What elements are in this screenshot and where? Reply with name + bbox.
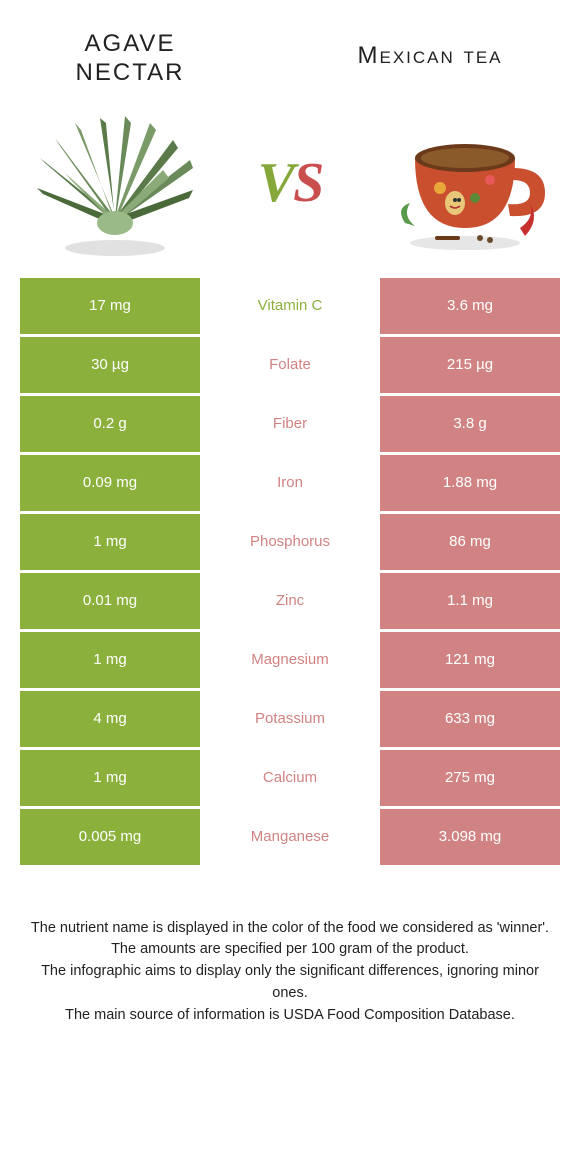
footer-notes: The nutrient name is displayed in the co… — [0, 868, 580, 1047]
left-food-title: Agave nectar — [40, 30, 220, 88]
table-row: 1 mgPhosphorus86 mg — [20, 514, 560, 570]
left-value: 1 mg — [20, 750, 200, 806]
footer-line3: The infographic aims to display only the… — [30, 961, 550, 1005]
table-row: 0.2 gFiber3.8 g — [20, 396, 560, 452]
footer-line1: The nutrient name is displayed in the co… — [30, 918, 550, 940]
right-value: 3.6 mg — [380, 278, 560, 334]
table-row: 0.01 mgZinc1.1 mg — [20, 573, 560, 629]
nutrient-label: Phosphorus — [200, 514, 380, 570]
table-row: 4 mgPotassium633 mg — [20, 691, 560, 747]
left-value: 0.01 mg — [20, 573, 200, 629]
agave-image — [30, 108, 200, 258]
vs-label: VS — [258, 151, 323, 215]
footer-line4: The main source of information is USDA F… — [30, 1005, 550, 1027]
right-value: 275 mg — [380, 750, 560, 806]
header: Agave nectar Mexican tea — [0, 0, 580, 98]
left-title-line2: nectar — [40, 59, 220, 88]
nutrient-label: Manganese — [200, 809, 380, 865]
right-value: 86 mg — [380, 514, 560, 570]
nutrient-label: Magnesium — [200, 632, 380, 688]
nutrient-label: Calcium — [200, 750, 380, 806]
right-value: 121 mg — [380, 632, 560, 688]
table-row: 1 mgCalcium275 mg — [20, 750, 560, 806]
right-food-title: Mexican tea — [320, 30, 540, 71]
right-value: 633 mg — [380, 691, 560, 747]
vs-v: V — [258, 152, 293, 214]
left-value: 0.09 mg — [20, 455, 200, 511]
nutrient-label: Iron — [200, 455, 380, 511]
right-value: 3.098 mg — [380, 809, 560, 865]
right-value: 1.1 mg — [380, 573, 560, 629]
left-value: 0.005 mg — [20, 809, 200, 865]
images-row: VS — [0, 98, 580, 278]
nutrient-label: Zinc — [200, 573, 380, 629]
table-row: 0.005 mgManganese3.098 mg — [20, 809, 560, 865]
table-row: 17 mgVitamin C3.6 mg — [20, 278, 560, 334]
right-title-text: Mexican tea — [357, 42, 502, 69]
nutrient-label: Fiber — [200, 396, 380, 452]
right-value: 1.88 mg — [380, 455, 560, 511]
footer-line2: The amounts are specified per 100 gram o… — [30, 939, 550, 961]
nutrient-label: Folate — [200, 337, 380, 393]
left-value: 1 mg — [20, 632, 200, 688]
left-value: 30 µg — [20, 337, 200, 393]
nutrient-label: Vitamin C — [200, 278, 380, 334]
table-row: 1 mgMagnesium121 mg — [20, 632, 560, 688]
vs-s: S — [293, 152, 322, 214]
right-value: 215 µg — [380, 337, 560, 393]
table-row: 30 µgFolate215 µg — [20, 337, 560, 393]
left-title-line1: Agave — [40, 30, 220, 59]
left-value: 4 mg — [20, 691, 200, 747]
left-value: 1 mg — [20, 514, 200, 570]
table-row: 0.09 mgIron1.88 mg — [20, 455, 560, 511]
nutrient-label: Potassium — [200, 691, 380, 747]
right-value: 3.8 g — [380, 396, 560, 452]
left-value: 0.2 g — [20, 396, 200, 452]
nutrient-table: 17 mgVitamin C3.6 mg30 µgFolate215 µg0.2… — [20, 278, 560, 865]
tea-image — [380, 108, 550, 258]
left-value: 17 mg — [20, 278, 200, 334]
